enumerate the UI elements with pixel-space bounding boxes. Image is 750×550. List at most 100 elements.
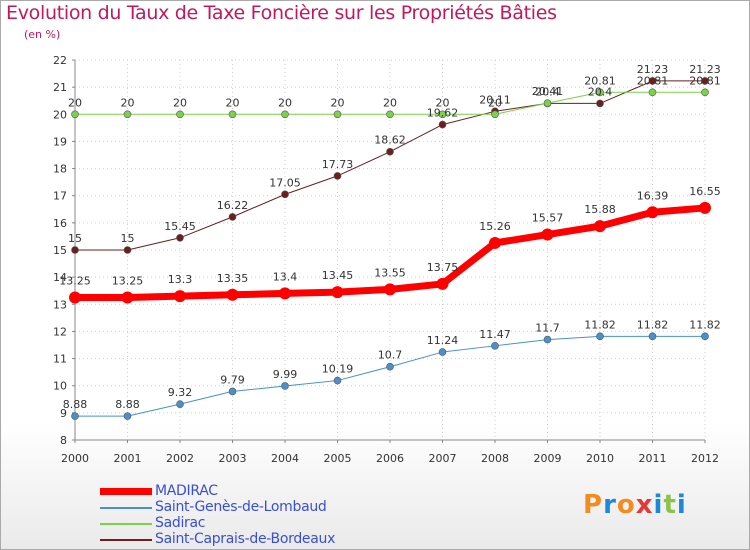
data-label-madirac: 16.39: [637, 189, 669, 202]
chart-subtitle: (en %): [24, 28, 61, 41]
data-point-saint-caprais-de-bordeaux: [71, 246, 79, 254]
x-tick-label: 2004: [271, 452, 299, 465]
y-tick-label: 19: [53, 135, 67, 148]
x-tick-label: 2012: [691, 452, 719, 465]
data-label-saint-genes-de-lombaud: 11.82: [689, 318, 721, 331]
data-label-saint-genes-de-lombaud: 9.32: [168, 386, 193, 399]
data-label-sadirac: 20: [121, 96, 135, 109]
y-tick-label: 11: [53, 353, 67, 366]
data-point-madirac: [646, 206, 659, 219]
data-point-sadirac: [596, 88, 604, 97]
x-tick-label: 2003: [219, 452, 247, 465]
series-sadirac: [71, 88, 709, 119]
data-label-saint-caprais-de-bordeaux: 18.62: [374, 134, 406, 147]
data-point-madirac: [331, 286, 344, 299]
data-point-saint-genes-de-lombaud: [333, 376, 342, 385]
data-point-saint-genes-de-lombaud: [123, 412, 132, 420]
data-label-saint-genes-de-lombaud: 11.7: [535, 322, 560, 335]
data-label-saint-genes-de-lombaud: 8.88: [115, 398, 140, 411]
data-label-saint-caprais-de-bordeaux: 17.05: [269, 176, 301, 189]
logo-letter: i: [653, 490, 664, 520]
data-label-madirac: 13.55: [374, 266, 406, 279]
x-tick-label: 2011: [639, 452, 667, 465]
data-point-saint-genes-de-lombaud: [176, 400, 184, 408]
logo-letter: P: [583, 490, 604, 520]
data-point-saint-genes-de-lombaud: [491, 342, 499, 350]
data-point-sadirac: [176, 110, 184, 119]
data-label-madirac: 13.25: [59, 275, 91, 288]
data-label-madirac: 15.88: [584, 203, 616, 216]
data-point-madirac: [699, 201, 711, 214]
data-label-saint-genes-de-lombaud: 9.99: [273, 368, 298, 381]
data-label-saint-caprais-de-bordeaux: 19.62: [427, 107, 459, 120]
y-tick-label: 14: [53, 271, 67, 284]
data-point-saint-caprais-de-bordeaux: [228, 213, 237, 221]
logo-letter: t: [663, 490, 677, 520]
legend-swatch-sadirac: [100, 523, 152, 525]
data-point-saint-genes-de-lombaud: [543, 335, 552, 344]
y-tick-label: 16: [53, 217, 67, 230]
data-label-saint-caprais-de-bordeaux: 20.4: [588, 85, 613, 98]
data-point-saint-genes-de-lombaud: [71, 412, 79, 420]
data-label-sadirac: 20: [436, 96, 450, 109]
legend-swatch-saint-caprais-de-bordeaux: [100, 539, 152, 541]
data-point-madirac: [489, 236, 501, 249]
x-tick-label: 2008: [481, 452, 509, 465]
data-point-sadirac: [228, 110, 237, 119]
data-point-saint-genes-de-lombaud: [438, 348, 447, 356]
y-tick-label: 13: [53, 298, 67, 311]
data-label-saint-genes-de-lombaud: 11.24: [427, 334, 459, 347]
x-tick-label: 2001: [114, 452, 142, 465]
data-point-saint-genes-de-lombaud: [281, 382, 289, 390]
x-tick-label: 2009: [534, 452, 562, 465]
data-point-madirac: [594, 220, 606, 233]
data-label-saint-genes-de-lombaud: 10.19: [322, 363, 354, 376]
data-label-madirac: 13.35: [217, 272, 249, 285]
data-point-saint-caprais-de-bordeaux: [123, 246, 132, 254]
data-point-madirac: [226, 288, 239, 301]
legend-label-sadirac: Sadirac: [155, 515, 206, 531]
data-label-sadirac: 20: [278, 96, 292, 109]
data-label-saint-caprais-de-bordeaux: 17.73: [322, 158, 354, 171]
data-label-saint-caprais-de-bordeaux: 21.23: [689, 63, 721, 76]
data-point-sadirac: [123, 110, 132, 119]
data-point-saint-caprais-de-bordeaux: [333, 172, 342, 180]
data-point-madirac: [174, 290, 186, 303]
data-point-saint-genes-de-lombaud: [596, 332, 604, 341]
data-label-saint-caprais-de-bordeaux: 20.11: [479, 93, 511, 106]
data-label-madirac: 13.45: [322, 269, 354, 282]
data-label-saint-genes-de-lombaud: 11.82: [584, 318, 616, 331]
x-tick-label: 2010: [586, 452, 614, 465]
data-label-saint-caprais-de-bordeaux: 21.23: [637, 63, 669, 76]
data-label-madirac: 13.75: [427, 261, 459, 274]
data-point-saint-genes-de-lombaud: [701, 332, 709, 341]
data-label-sadirac: 20.81: [637, 74, 669, 87]
data-label-sadirac: 20: [226, 96, 240, 109]
data-labels: 13.25 13.25 13.3 13.35 13.4 13.45 13.55 13.75 15…: [59, 63, 721, 411]
series-saint-genes-de-lombaud: [71, 332, 709, 420]
legend-swatch-saint-genes-de-lombaud: [100, 507, 152, 509]
data-label-saint-caprais-de-bordeaux: 15: [121, 232, 135, 245]
data-point-sadirac: [333, 110, 342, 119]
data-point-madirac: [121, 291, 134, 304]
legend-label-madirac: MADIRAC: [155, 483, 218, 499]
x-tick-label: 2006: [376, 452, 404, 465]
y-tick-label: 20: [53, 108, 67, 121]
data-label-sadirac: 20: [383, 96, 397, 109]
data-point-madirac: [436, 277, 449, 290]
x-tick-label: 2007: [429, 452, 457, 465]
data-point-saint-caprais-de-bordeaux: [438, 120, 447, 129]
data-point-saint-caprais-de-bordeaux: [596, 99, 604, 108]
x-tick-label: 2002: [166, 452, 194, 465]
y-tick-label: 15: [53, 244, 67, 257]
data-label-madirac: 15.57: [532, 212, 564, 225]
data-label-madirac: 15.26: [479, 220, 511, 233]
data-label-sadirac: 20.41: [532, 85, 564, 98]
data-point-saint-genes-de-lombaud: [386, 362, 394, 371]
data-label-saint-genes-de-lombaud: 8.88: [63, 398, 88, 411]
y-tick-label: 18: [53, 163, 67, 176]
data-label-sadirac: 20: [331, 96, 345, 109]
data-label-saint-caprais-de-bordeaux: 15: [68, 232, 82, 245]
data-label-madirac: 13.3: [168, 273, 193, 286]
